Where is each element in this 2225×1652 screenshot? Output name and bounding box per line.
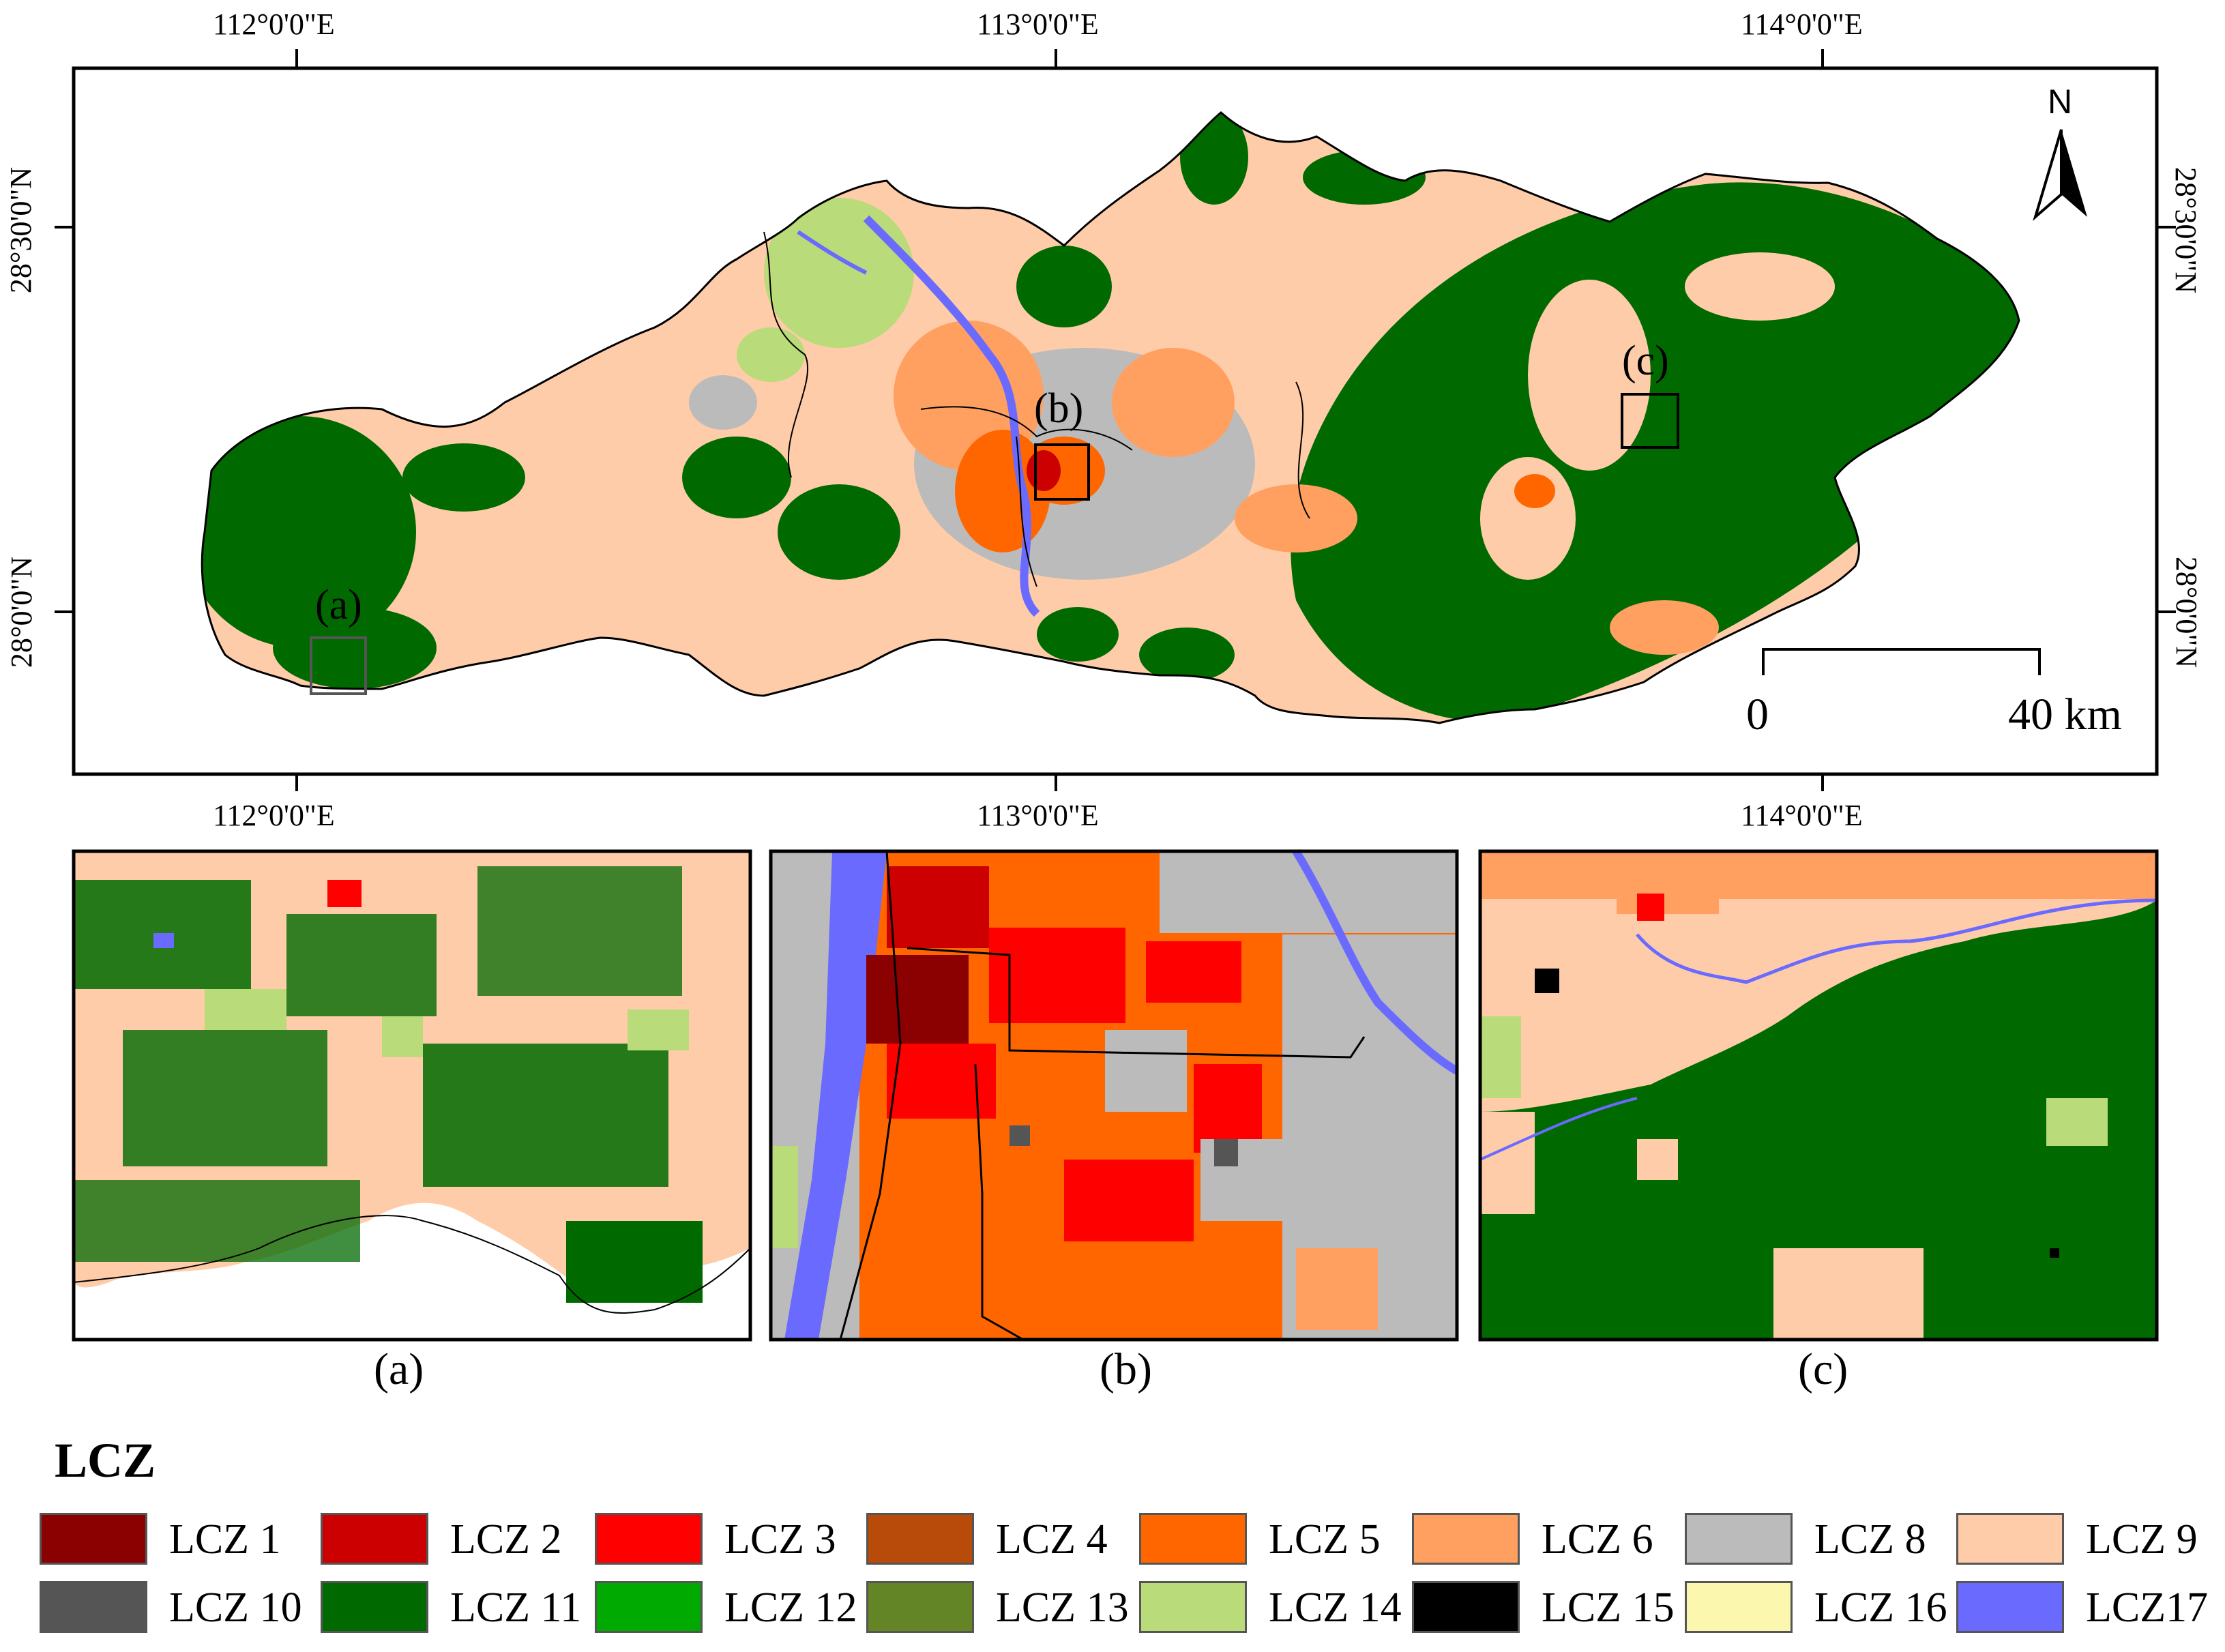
- scale-bar-end-label: 40 km: [2008, 690, 2122, 739]
- legend-title: LCZ: [55, 1433, 156, 1488]
- panel-a-map: [72, 849, 752, 1342]
- legend-swatch: [1139, 1513, 1247, 1565]
- legend-swatch: [866, 1513, 974, 1565]
- north-arrow-icon: [2033, 129, 2087, 222]
- legend-swatch: [1412, 1513, 1520, 1565]
- panel-a-vegetation: [74, 866, 703, 1303]
- lon-label-bottom-113: 113°0'0"E: [977, 799, 1099, 832]
- scale-bar: [1762, 648, 2041, 675]
- panel-label-c: (c): [1798, 1344, 1848, 1394]
- legend-swatch: [1685, 1513, 1793, 1565]
- inset-box-a: [310, 636, 367, 695]
- legend-label: LCZ 12: [724, 1584, 857, 1631]
- legend-swatch: [595, 1581, 703, 1633]
- legend-swatch: [40, 1581, 147, 1633]
- legend-swatch: [866, 1581, 974, 1633]
- legend-label: LCZ 13: [996, 1584, 1129, 1631]
- scale-bar-start-label: 0: [1746, 690, 1769, 739]
- legend-label: LCZ 3: [724, 1516, 836, 1563]
- panel-label-b: (b): [1100, 1344, 1152, 1394]
- legend-label: LCZ 4: [996, 1516, 1108, 1563]
- main-map-frame: [72, 66, 2159, 776]
- legend-swatch: [1956, 1581, 2064, 1633]
- legend-label: LCZ 15: [1542, 1584, 1675, 1631]
- north-arrow-label: N: [2048, 83, 2073, 121]
- legend-label: LCZ 9: [2086, 1516, 2198, 1563]
- main-map-canvas: [55, 49, 2176, 791]
- legend-label: LCZ 2: [450, 1516, 562, 1563]
- legend-label: LCZ 8: [1814, 1516, 1926, 1563]
- lon-label-top-112: 112°0'0"E: [213, 8, 335, 41]
- inset-box-c: [1621, 393, 1679, 449]
- lcz-region-fill: [202, 113, 2019, 723]
- legend-label: LCZ 1: [169, 1516, 281, 1563]
- panel-c-map: [1478, 849, 2159, 1342]
- inset-box-b: [1034, 443, 1090, 501]
- legend-label: LCZ 11: [450, 1584, 582, 1631]
- graticule-ticks: [55, 49, 2176, 791]
- legend-label: LCZ 5: [1269, 1516, 1381, 1563]
- legend-swatch: [1412, 1581, 1520, 1633]
- detail-panels: [72, 849, 2159, 1342]
- legend-label: LCZ17: [2086, 1584, 2209, 1631]
- legend-swatch: [1139, 1581, 1247, 1633]
- region-outline: [201, 111, 2020, 724]
- legend-label: LCZ 14: [1269, 1584, 1402, 1631]
- lon-label-bottom-112: 112°0'0"E: [213, 799, 335, 832]
- legend-swatch: [321, 1581, 428, 1633]
- legend-label: LCZ 16: [1814, 1584, 1947, 1631]
- inset-marker-a: (a): [315, 582, 362, 628]
- panel-b-map: [769, 849, 1459, 1342]
- lon-label-bottom-114: 114°0'0"E: [1741, 799, 1863, 832]
- lon-label-top-113: 113°0'0"E: [977, 8, 1099, 41]
- main-map: 112°0'0"E 113°0'0"E 114°0'0"E 112°0'0"E …: [4, 8, 2203, 832]
- legend-label: LCZ 10: [169, 1584, 302, 1631]
- inset-marker-b: (b): [1034, 385, 1084, 432]
- panel-label-a: (a): [374, 1344, 424, 1394]
- legend-label: LCZ 6: [1542, 1516, 1653, 1563]
- district-boundaries: [763, 231, 1310, 587]
- legend-swatch: [1956, 1513, 2064, 1565]
- inset-marker-c: (c): [1622, 338, 1669, 384]
- legend-swatch: [321, 1513, 428, 1565]
- legend-swatch: [40, 1513, 147, 1565]
- legend-swatch: [595, 1513, 703, 1565]
- legend-swatch: [1685, 1581, 1793, 1633]
- lon-label-top-114: 114°0'0"E: [1741, 8, 1863, 41]
